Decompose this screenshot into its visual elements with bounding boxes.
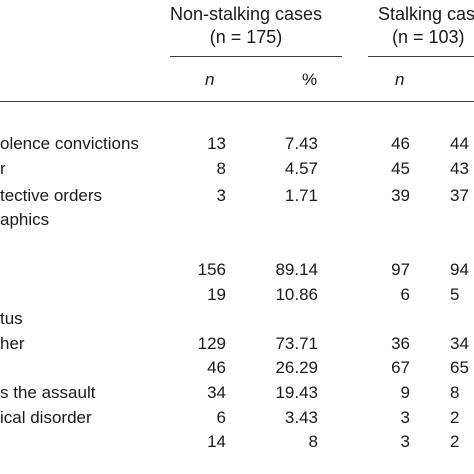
group1-title: Non-stalking cases [169,4,323,24]
row-pct2: 37 [450,186,469,205]
row-pct1: 19.43 [275,383,318,402]
row-pct2: 43 [450,159,469,178]
row-pct1: 8 [308,432,318,451]
row-label: s the assault [0,383,96,402]
group1-rule [170,56,342,57]
row-n2: 3 [400,432,410,451]
row-n1: 129 [197,334,226,353]
row-pct2: 65 [450,358,469,377]
row-pct1: 4.57 [284,159,318,178]
row-n2: 45 [391,159,410,178]
group2-rule [368,56,474,57]
row-pct2: 94 [450,260,469,279]
row-pct1: 26.29 [275,358,318,377]
row-label: tective orders [0,186,103,205]
row-n2: 46 [391,134,410,153]
row-label: ical disorder [0,408,92,427]
row-n1: 19 [207,285,226,304]
group1-n: (n = 175) [160,27,332,48]
row-n1: 6 [216,408,226,427]
row-label: her [0,334,25,353]
row-pct2: 34 [450,334,469,353]
row-pct1: 10.86 [275,285,318,304]
row-n2: 36 [391,334,410,353]
row-pct1: 7.43 [284,134,318,153]
group2-n: (n = 103) [392,27,465,47]
row-n1: 8 [216,159,226,178]
row-pct2: 5 [450,285,460,304]
col-pct-1: % [302,70,318,89]
row-n2: 9 [400,383,410,402]
row-n2: 39 [391,186,410,205]
row-n1: 34 [207,383,226,402]
col-n-1: n [205,70,215,89]
group2-title: Stalking cases [378,4,474,24]
row-label: aphics [0,210,50,229]
row-n1: 14 [207,432,226,451]
row-pct1: 1.71 [284,186,318,205]
row-pct2: 2 [450,432,460,451]
row-n2: 3 [400,408,410,427]
row-pct2: 2 [450,408,460,427]
header-bottom-rule [0,101,474,102]
row-pct1: 73.71 [275,334,318,353]
row-pct2: 44 [450,134,469,153]
row-n1: 3 [216,186,226,205]
row-pct2: 8 [450,383,460,402]
row-pct1: 3.43 [284,408,318,427]
row-label: tus [0,309,23,328]
group1-n-text: (n = 175) [209,27,283,47]
row-n2: 97 [391,260,410,279]
row-n1: 46 [207,358,226,377]
row-label: r [0,159,6,178]
row-pct1: 89.14 [275,260,318,279]
row-n2: 6 [400,285,410,304]
row-n1: 156 [197,260,226,279]
row-label: olence convictions [0,134,139,153]
row-n1: 13 [207,134,226,153]
col-n-2: n [395,70,405,89]
row-n2: 67 [391,358,410,377]
